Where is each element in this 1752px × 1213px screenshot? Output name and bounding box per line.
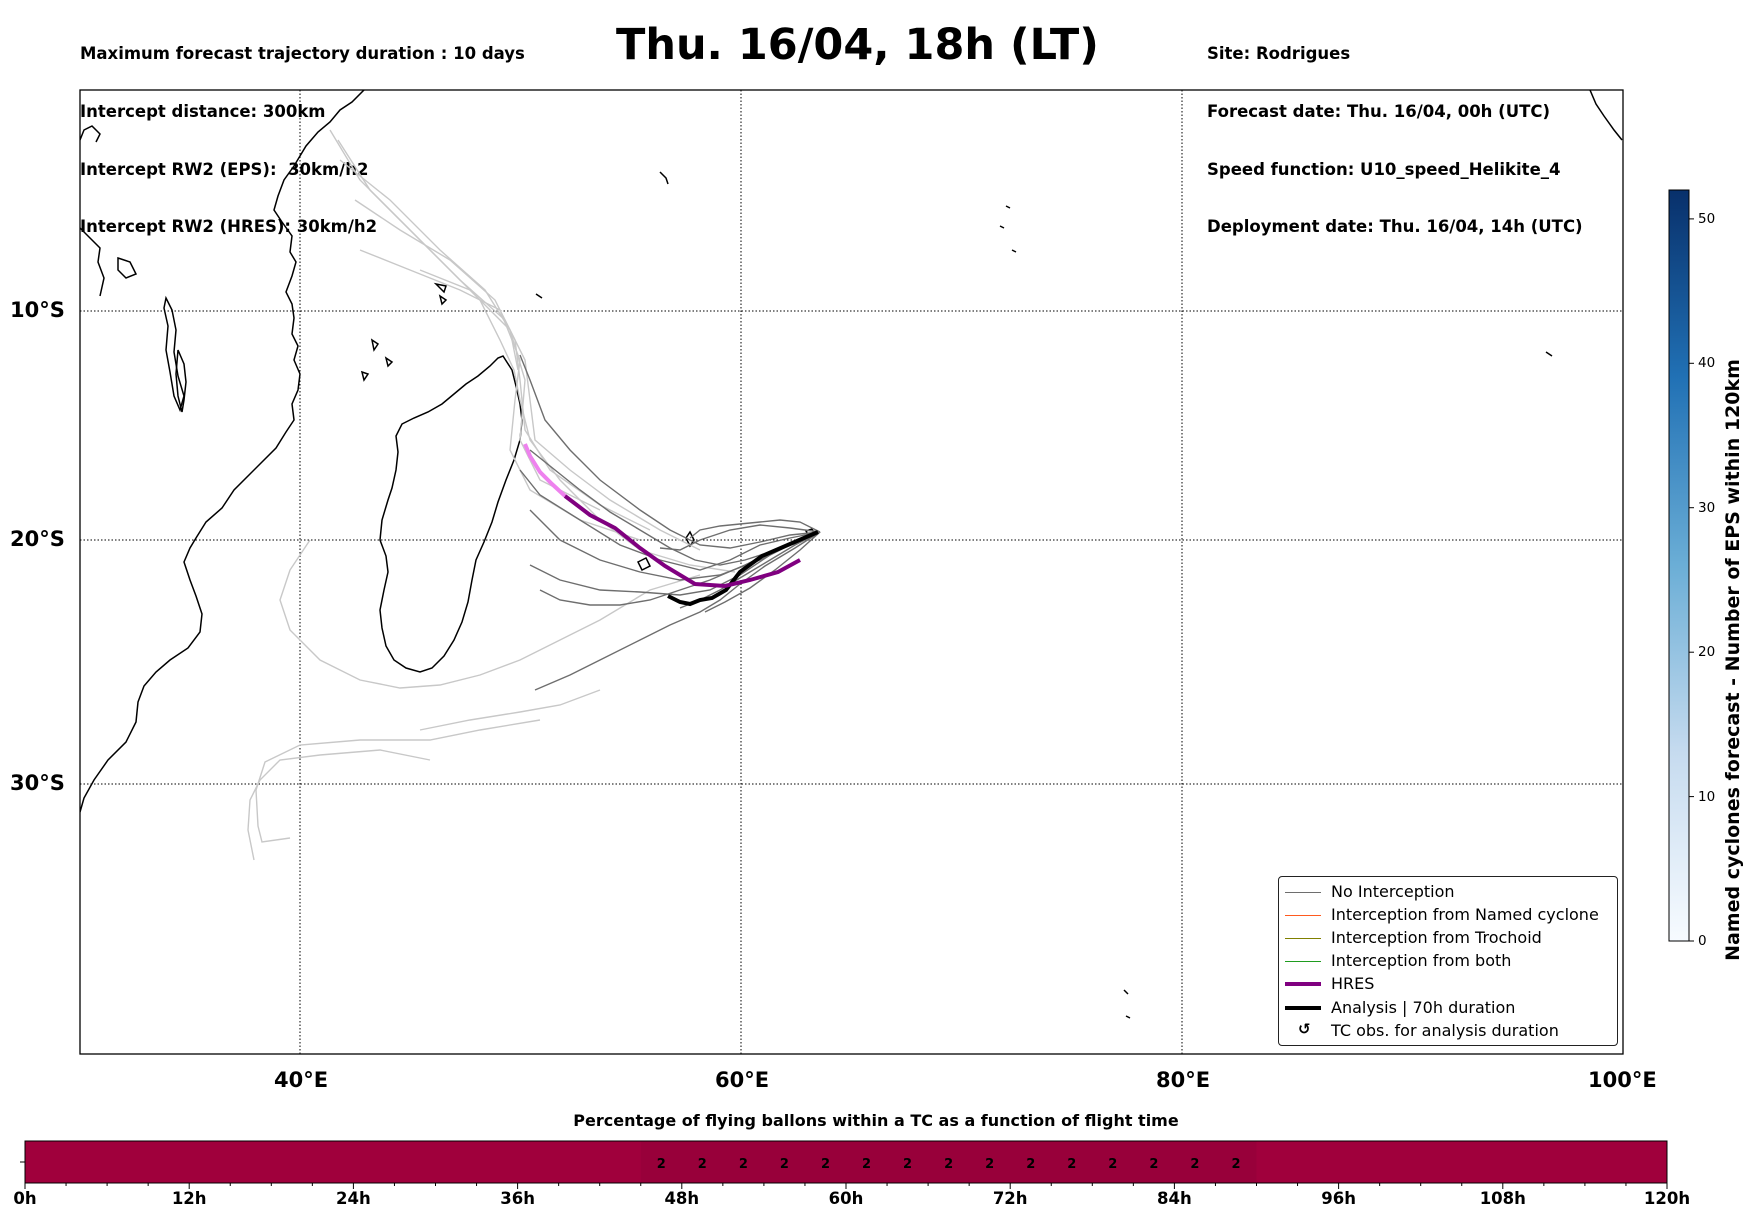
legend: No Interception Interception from Named … — [1278, 876, 1618, 1046]
legend-item-hres: HRES — [1279, 973, 1617, 995]
timeline-cell-value: 2 — [1108, 1157, 1117, 1172]
legend-label: Interception from Named cyclone — [1331, 905, 1599, 924]
legend-label: TC obs. for analysis duration — [1331, 1021, 1559, 1040]
info-intercept-eps: Intercept RW2 (EPS): 30km/h2 — [80, 159, 369, 179]
small-islands — [659, 90, 1623, 1019]
lon-label-80e: 80°E — [1156, 1068, 1211, 1092]
colorbar-tick-0: 0 — [1698, 933, 1707, 949]
colorbar-ticks — [1689, 218, 1694, 942]
legend-label: Analysis | 70h duration — [1331, 998, 1516, 1017]
legend-label: No Interception — [1331, 882, 1455, 901]
colorbar-tick-30: 30 — [1698, 500, 1716, 516]
timeline-cell-value: 2 — [903, 1157, 912, 1172]
timeline-cell-value: 2 — [944, 1157, 953, 1172]
colorbar-tick-10: 10 — [1698, 789, 1716, 805]
colorbar — [1668, 189, 1690, 942]
gridlines — [80, 90, 1623, 1054]
lat-label-30s: 30°S — [10, 771, 65, 795]
legend-swatch — [1285, 938, 1321, 939]
legend-item-trochoid: Interception from Trochoid — [1279, 927, 1617, 949]
timeline-cell-value: 2 — [657, 1157, 666, 1172]
map-frame — [79, 89, 1624, 1055]
africa-coastline — [80, 90, 365, 813]
info-site: Site: Rodrigues — [1207, 44, 1351, 64]
legend-item-tc-obs: ↺ TC obs. for analysis duration — [1279, 1020, 1617, 1042]
info-speed-function: Speed function: U10_speed_Helikite_4 — [1207, 159, 1561, 179]
timeline-label: 60h — [828, 1189, 864, 1208]
timeline-label: 108h — [1479, 1189, 1526, 1208]
legend-label: HRES — [1331, 974, 1375, 993]
timeline-cell-value: 2 — [821, 1157, 830, 1172]
info-deployment-date: Deployment date: Thu. 16/04, 14h (UTC) — [1207, 217, 1583, 237]
hres-trajectory-early — [523, 443, 567, 498]
legend-swatch — [1285, 1006, 1321, 1010]
legend-swatch — [1285, 961, 1321, 962]
timeline-label: 120h — [1643, 1189, 1691, 1208]
legend-label: Interception from both — [1331, 951, 1512, 970]
timeline-cell-value: 2 — [1231, 1157, 1240, 1172]
timeline-cell-value: 2 — [739, 1157, 748, 1172]
timeline-cell-value: 2 — [698, 1157, 707, 1172]
africa-northwest-coast — [80, 125, 105, 297]
lon-label-40e: 40°E — [274, 1068, 329, 1092]
legend-swatch — [1285, 915, 1321, 916]
timeline-highlight — [640, 1141, 1257, 1183]
legend-item-both: Interception from both — [1279, 950, 1617, 972]
timeline-cell-value: 2 — [1149, 1157, 1158, 1172]
madagascar — [379, 355, 523, 673]
header-right-info: Site: Rodrigues Forecast date: Thu. 16/0… — [1207, 6, 1583, 256]
coastlines — [80, 90, 1623, 1019]
map-title: Thu. 16/04, 18h (LT) — [616, 20, 1099, 70]
eps-trajectories-dark — [519, 354, 821, 691]
timeline-label: 24h — [336, 1189, 371, 1208]
colorbar-tick-50: 50 — [1698, 211, 1716, 227]
legend-item-no-interception: No Interception — [1279, 881, 1617, 903]
lake-malawi — [175, 349, 187, 413]
timeline-bar: 2 2 2 2 2 2 2 2 2 2 2 2 2 2 2 — [20, 1140, 1668, 1189]
header-left-info: Maximum forecast trajectory duration : 1… — [80, 6, 525, 256]
timeline-cell-value: 2 — [1190, 1157, 1199, 1172]
info-max-duration: Maximum forecast trajectory duration : 1… — [80, 44, 525, 64]
lat-label-10s: 10°S — [10, 298, 65, 322]
timeline-title: Percentage of flying ballons within a TC… — [573, 1111, 1179, 1130]
analysis-trajectory — [667, 530, 819, 607]
timeline-label: 0h — [13, 1189, 37, 1208]
legend-swatch — [1285, 982, 1321, 986]
map-area — [80, 90, 1623, 1054]
colorbar-label: Named cyclones forecast - Number of EPS … — [1722, 359, 1744, 961]
info-intercept-hres: Intercept RW2 (HRES): 30km/h2 — [80, 217, 378, 237]
seychelles-islands — [433, 282, 543, 306]
timeline-cell-value: 2 — [862, 1157, 871, 1172]
lon-label-100e: 100°E — [1588, 1068, 1657, 1092]
legend-item-named-cyclone: Interception from Named cyclone — [1279, 904, 1617, 926]
legend-label: Interception from Trochoid — [1331, 928, 1542, 947]
timeline-cell-value: 2 — [985, 1157, 994, 1172]
lon-label-60e: 60°E — [715, 1068, 770, 1092]
lake-tanganyika — [163, 295, 185, 413]
colorbar-tick-20: 20 — [1698, 644, 1716, 660]
info-forecast-date: Forecast date: Thu. 16/04, 00h (UTC) — [1207, 102, 1551, 122]
timeline-label: 36h — [500, 1189, 535, 1208]
timeline-cell-value: 2 — [1067, 1157, 1076, 1172]
timeline-label: 72h — [992, 1189, 1028, 1208]
timeline-cell-value: 2 — [1026, 1157, 1035, 1172]
legend-swatch — [1285, 892, 1321, 893]
eps-trajectories-light — [247, 129, 736, 861]
info-intercept-distance: Intercept distance: 300km — [80, 102, 326, 122]
mascarene-reunion — [636, 556, 652, 572]
lat-label-20s: 20°S — [10, 527, 65, 551]
timeline-cell-value: 2 — [780, 1157, 789, 1172]
tc-obs-icon: ↺ — [1298, 1020, 1311, 1038]
colorbar-tick-40: 40 — [1698, 355, 1716, 371]
lake-victoria — [117, 256, 138, 279]
comoros — [360, 338, 394, 382]
timeline-label: 48h — [664, 1189, 700, 1208]
legend-item-analysis: Analysis | 70h duration — [1279, 997, 1617, 1019]
timeline-label: 12h — [171, 1189, 207, 1208]
timeline-label: 96h — [1321, 1189, 1356, 1208]
mascarene-mauritius — [685, 530, 695, 548]
timeline-label: 84h — [1157, 1189, 1192, 1208]
hres-trajectory — [563, 494, 801, 589]
